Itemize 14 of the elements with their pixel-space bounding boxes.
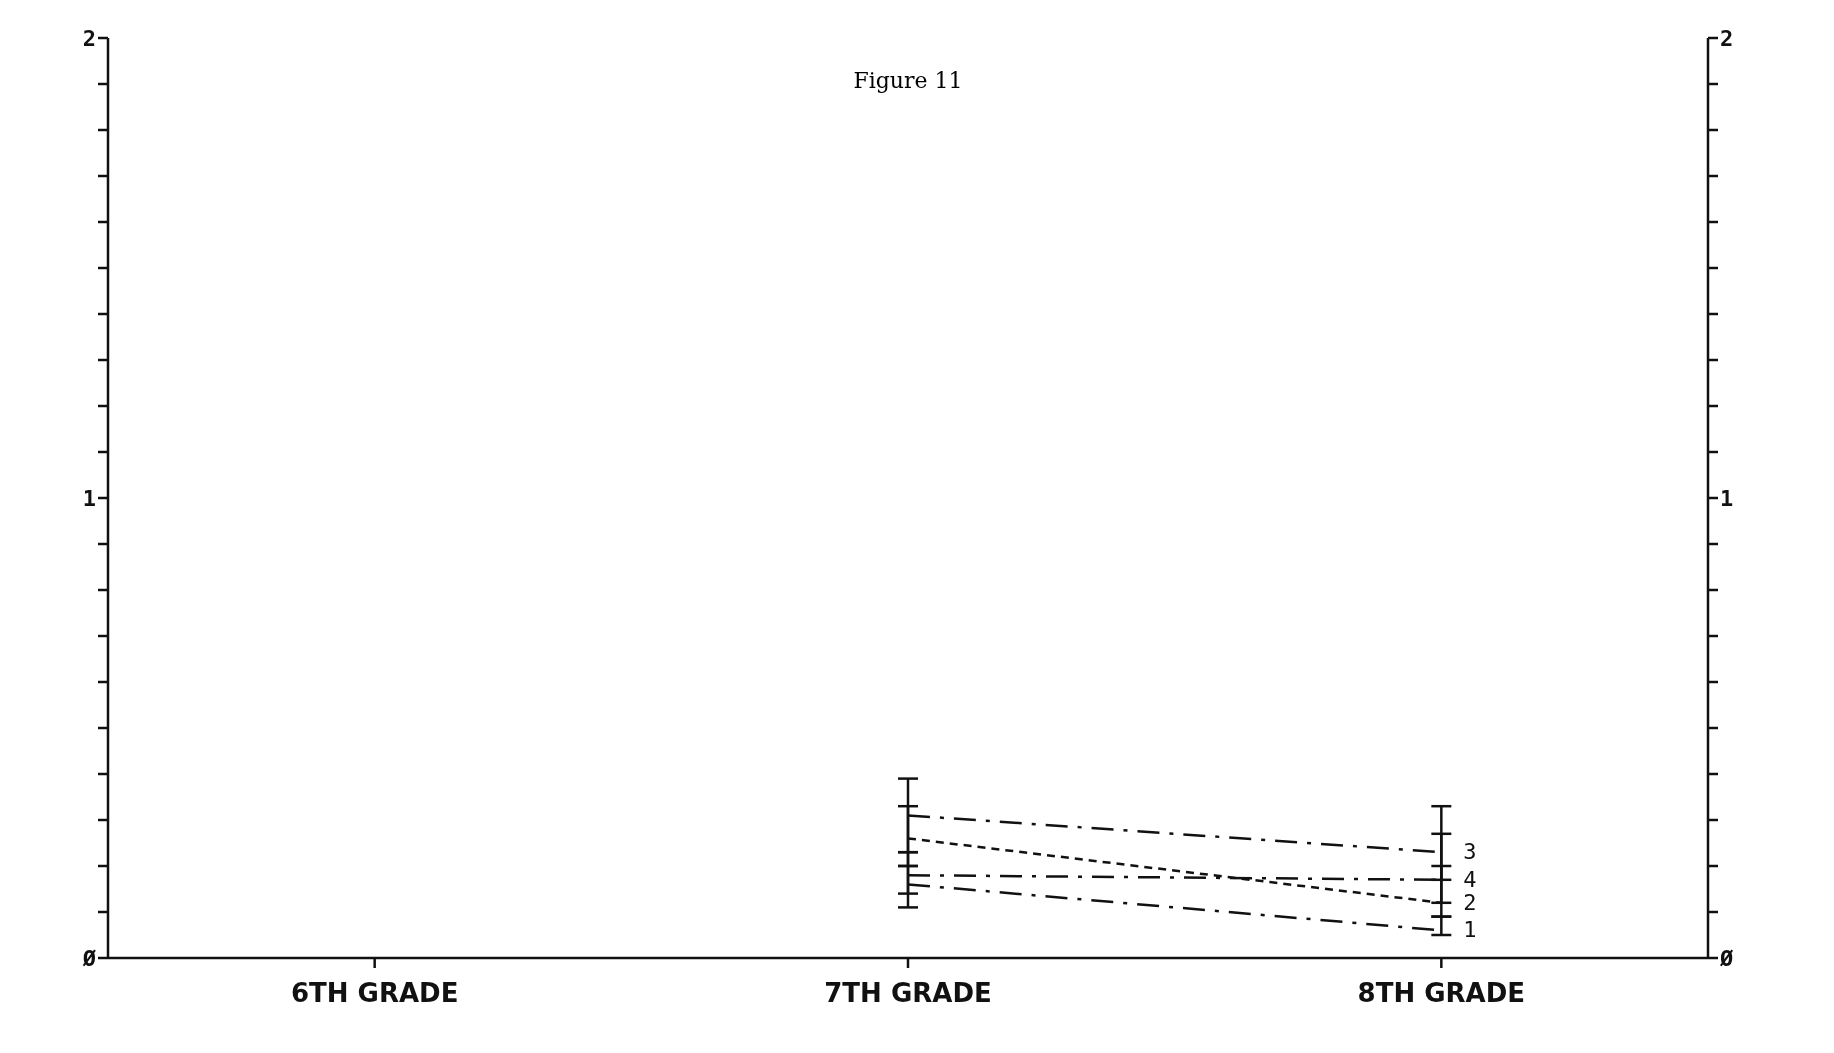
series-label: 1 <box>1463 917 1477 943</box>
y2-tick-label: Ø <box>1719 945 1734 971</box>
series-label: 4 <box>1463 866 1477 892</box>
y-tick-label: 1 <box>82 485 96 511</box>
x-tick-label: 6TH GRADE <box>290 978 459 1009</box>
series-label: 3 <box>1463 839 1477 865</box>
x-tick-label: 8TH GRADE <box>1357 978 1526 1009</box>
y-tick-label: Ø <box>81 945 97 971</box>
text: Figure 11 <box>852 68 964 93</box>
series-label: 2 <box>1463 889 1477 915</box>
x-tick-label: 7TH GRADE <box>824 978 992 1009</box>
y2-tick-label: 2 <box>1720 25 1734 51</box>
y-tick-label: 2 <box>82 25 96 51</box>
y2-tick-label: 1 <box>1720 485 1734 511</box>
